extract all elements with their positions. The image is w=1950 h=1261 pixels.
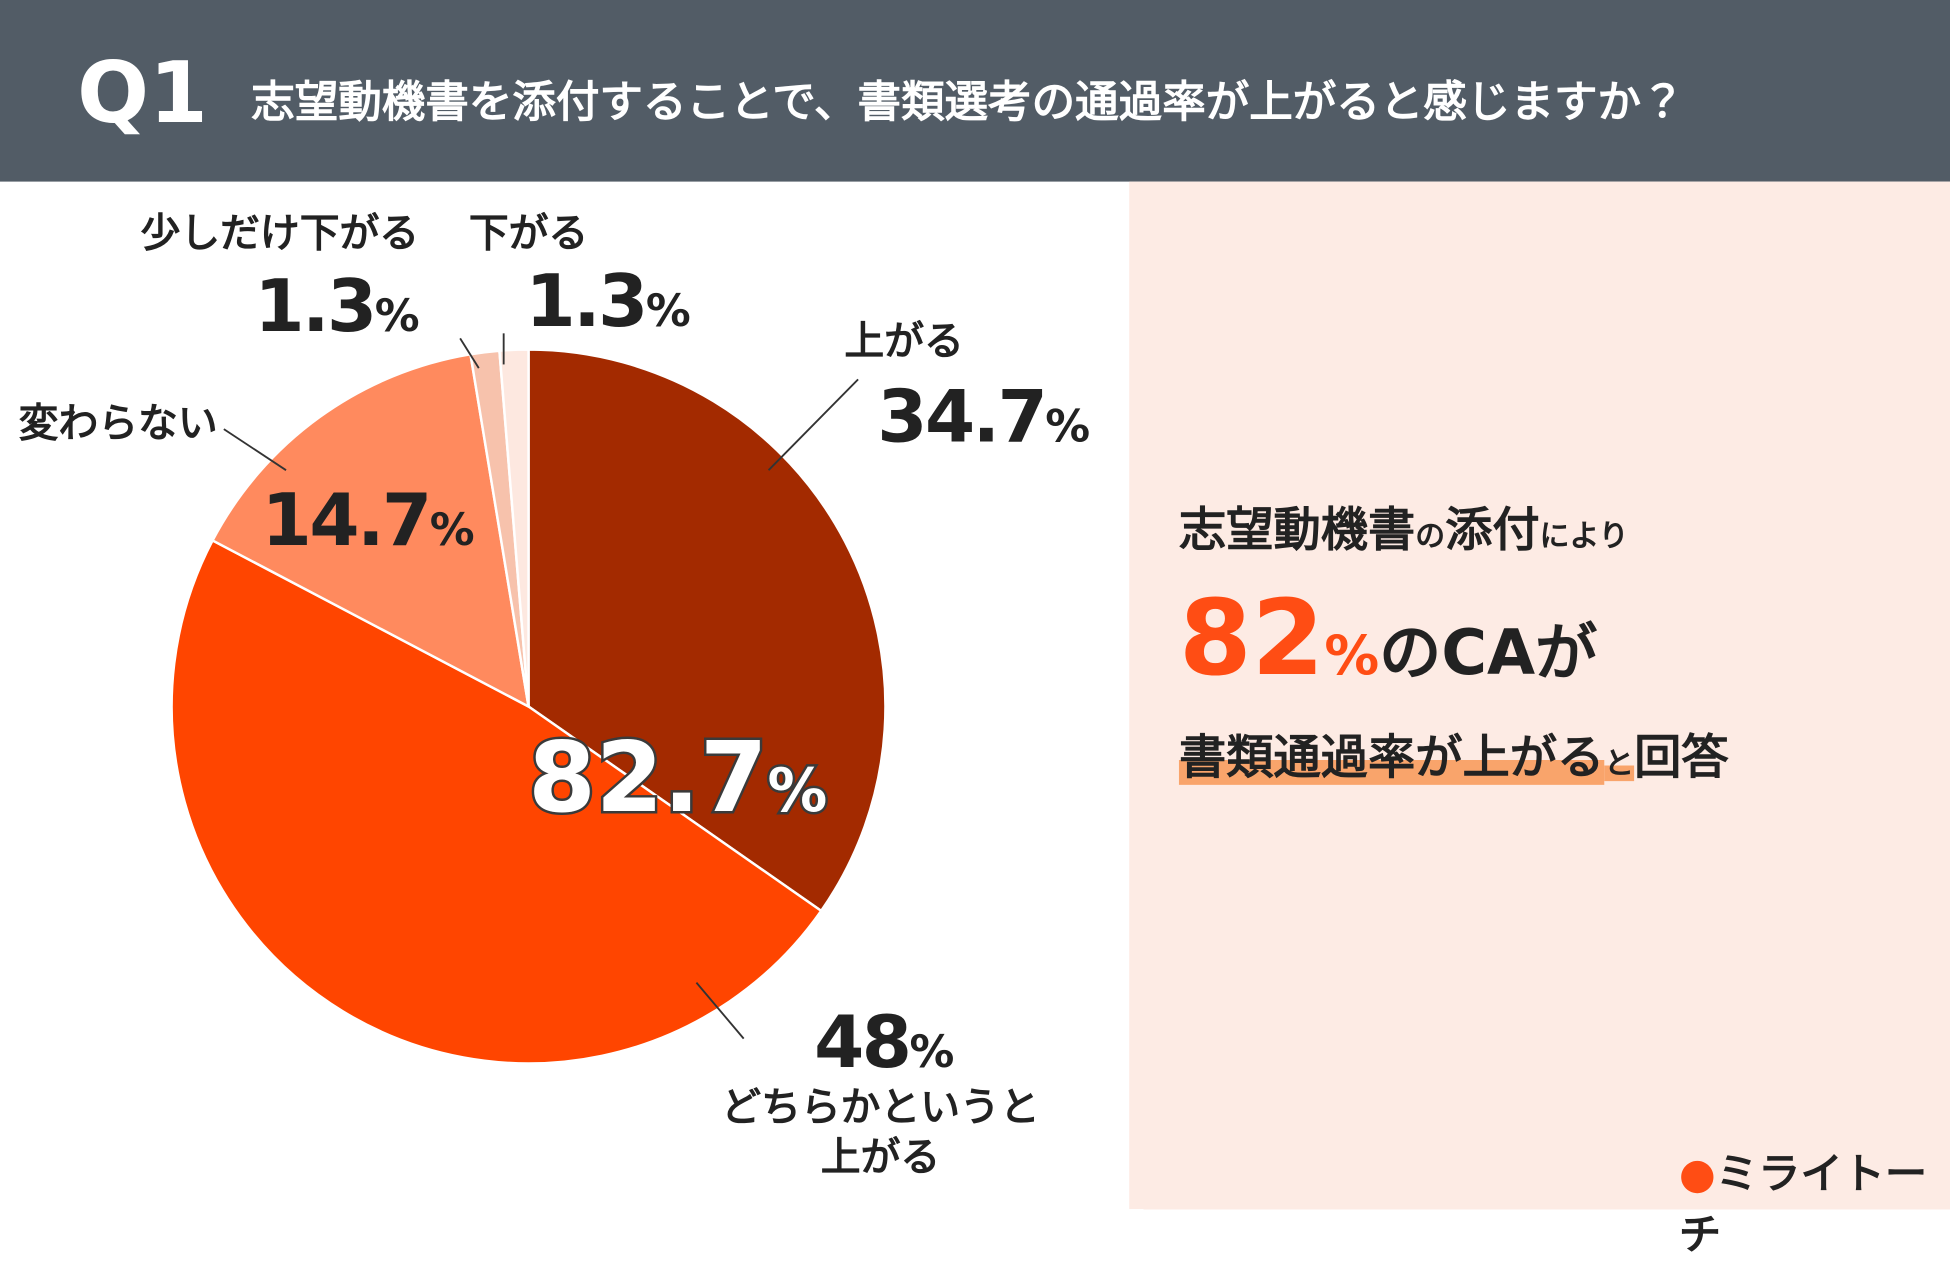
text: 書類通過率が上がる: [1178, 730, 1605, 785]
highlight-number: 82: [1178, 577, 1325, 700]
pie-slice: [170, 538, 823, 1065]
logo: ●ミライトーチ: [1679, 1139, 1950, 1261]
text: と: [1604, 746, 1635, 782]
category-label: 少しだけ下がる: [140, 208, 420, 257]
logo-text: ミライトーチ: [1678, 1149, 1928, 1260]
text: 添付: [1445, 502, 1540, 558]
value-label: 1.3%: [525, 258, 691, 344]
category-label: 下がる: [468, 208, 589, 257]
logo-icon: ●: [1678, 1149, 1716, 1200]
pie-slice: [210, 352, 531, 709]
summary-line: 書類通過率が上がると回答: [1178, 719, 1729, 787]
pie-slice: [498, 348, 530, 707]
question-number: Q1: [77, 44, 208, 144]
leader-line: [459, 337, 480, 369]
text: により: [1539, 518, 1629, 554]
summary-panel: [1129, 181, 1950, 1210]
text: 回答: [1634, 730, 1729, 785]
pie-slice: [527, 348, 887, 913]
summary-line: 志望動機書の添付により: [1179, 491, 1729, 559]
text: 志望動機書: [1178, 502, 1416, 558]
category-label: 変わらない: [18, 399, 218, 447]
leader-line: [767, 378, 859, 471]
value-label: 1.3%: [254, 263, 419, 349]
text: の: [1415, 518, 1446, 554]
category-label: 上がる: [844, 317, 964, 365]
summary: 志望動機書の添付により 82%のCAが 書類通過率が上がると回答: [1178, 491, 1729, 787]
leader-line: [695, 982, 745, 1040]
leader-line: [223, 428, 287, 471]
value-label: 34.7%: [877, 374, 1090, 459]
value-label: 48%: [814, 1000, 954, 1085]
summary-line: 82%のCAが: [1179, 577, 1729, 699]
text: %: [1324, 624, 1380, 688]
category-label: どちらかというと上がる: [721, 1083, 1040, 1181]
text: のCAが: [1379, 616, 1598, 690]
value-label: 14.7%: [261, 477, 475, 563]
chart: 82.7%: [170, 333, 887, 1065]
header: Q1 志望動機書を添付することで、書類選考の通過率が上がると感じますか？: [0, 0, 1950, 182]
question-text: 志望動機書を添付することで、書類選考の通過率が上がると感じますか？: [251, 78, 1685, 129]
center-label: 82.7%: [528, 721, 827, 834]
